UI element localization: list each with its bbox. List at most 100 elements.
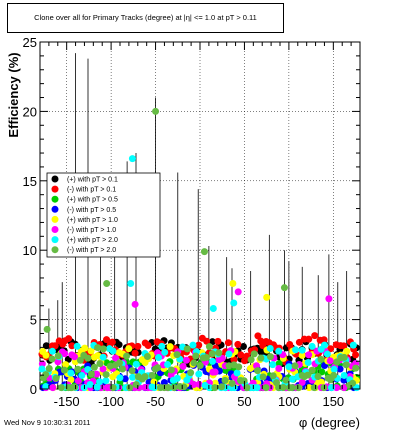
data-point bbox=[38, 360, 46, 368]
data-point bbox=[161, 348, 169, 356]
data-point bbox=[166, 343, 174, 351]
data-point bbox=[259, 373, 267, 381]
y-tick-label: 10 bbox=[23, 243, 37, 258]
data-point bbox=[288, 384, 296, 392]
data-point bbox=[343, 347, 351, 355]
data-point bbox=[99, 345, 107, 353]
data-point bbox=[328, 384, 336, 392]
legend-label: (-) with pT > 0.1 bbox=[67, 187, 116, 194]
data-point bbox=[195, 341, 203, 349]
data-point bbox=[285, 363, 293, 371]
data-point bbox=[67, 369, 75, 377]
data-point bbox=[235, 363, 243, 371]
data-point bbox=[132, 381, 140, 389]
timestamp-footer: Wed Nov 9 10:30:31 2011 bbox=[4, 418, 91, 427]
data-point bbox=[239, 343, 247, 351]
data-point bbox=[42, 383, 50, 391]
data-point bbox=[275, 364, 283, 372]
chart-title: Clone over all for Primary Tracks (degre… bbox=[7, 3, 284, 33]
data-point bbox=[93, 383, 101, 391]
data-point bbox=[96, 378, 104, 386]
data-point bbox=[209, 357, 217, 365]
legend: (+) with pT > 0.1 (-) with pT > 0.1 (+) wi… bbox=[46, 172, 161, 258]
x-tick-label: -100 bbox=[98, 394, 124, 409]
data-points bbox=[38, 107, 361, 392]
data-point bbox=[340, 353, 348, 361]
data-point bbox=[228, 379, 236, 387]
data-point bbox=[164, 384, 172, 392]
data-point bbox=[298, 351, 306, 359]
data-point bbox=[266, 353, 274, 361]
data-point bbox=[330, 371, 338, 379]
data-point bbox=[73, 342, 81, 350]
data-point bbox=[127, 280, 135, 288]
data-point bbox=[78, 371, 86, 379]
data-point bbox=[233, 369, 241, 377]
legend-label: (+) with pT > 1.0 bbox=[67, 217, 118, 224]
data-point bbox=[87, 370, 95, 378]
data-point bbox=[269, 372, 277, 380]
data-point bbox=[154, 364, 162, 372]
data-point bbox=[42, 342, 50, 350]
y-axis-label: Efficiency (%) bbox=[6, 52, 21, 137]
legend-label: (-) with pT > 1.0 bbox=[67, 227, 116, 234]
data-point bbox=[179, 362, 187, 370]
data-point bbox=[93, 370, 101, 378]
legend-label: (+) with pT > 0.1 bbox=[67, 177, 118, 184]
data-point bbox=[48, 347, 56, 355]
data-point bbox=[109, 347, 117, 355]
data-point bbox=[115, 341, 123, 349]
data-point bbox=[190, 359, 198, 367]
data-point bbox=[48, 355, 56, 363]
axes: -150 -100 -50 0 50 100 150 0 5 10 15 20 25 bbox=[23, 35, 361, 409]
data-point bbox=[74, 377, 82, 385]
data-point bbox=[121, 375, 129, 383]
data-point bbox=[195, 370, 203, 378]
data-point bbox=[314, 372, 322, 380]
data-point bbox=[132, 360, 140, 368]
data-point bbox=[60, 366, 68, 374]
data-point bbox=[84, 354, 92, 362]
data-point bbox=[42, 371, 50, 379]
data-point bbox=[45, 364, 53, 372]
data-point bbox=[192, 352, 200, 360]
legend-marker bbox=[51, 226, 59, 233]
x-tick-label: 100 bbox=[278, 394, 300, 409]
data-point bbox=[317, 378, 325, 386]
legend-marker bbox=[51, 215, 59, 223]
data-point bbox=[340, 342, 348, 350]
data-point bbox=[310, 384, 318, 392]
data-point bbox=[144, 342, 152, 350]
data-point bbox=[230, 356, 238, 364]
legend-label: (-) with pT > 0.5 bbox=[67, 207, 116, 214]
y-tick-label: 25 bbox=[23, 35, 37, 50]
data-point bbox=[125, 345, 133, 353]
data-point bbox=[150, 384, 158, 392]
y-tick-label: 5 bbox=[30, 313, 37, 328]
data-point bbox=[118, 365, 126, 373]
data-point bbox=[61, 350, 69, 358]
y-tick-label: 20 bbox=[23, 104, 37, 119]
data-point bbox=[106, 362, 114, 370]
data-point bbox=[305, 335, 313, 343]
data-point bbox=[214, 337, 222, 345]
data-point bbox=[180, 383, 188, 391]
data-point bbox=[269, 361, 277, 369]
data-point bbox=[129, 373, 137, 381]
data-point bbox=[205, 343, 213, 351]
data-point bbox=[134, 342, 142, 350]
data-point bbox=[112, 354, 120, 362]
data-point bbox=[218, 383, 226, 391]
data-point bbox=[211, 384, 219, 392]
legend-marker bbox=[51, 195, 59, 203]
legend-label: (+) with pT > 0.5 bbox=[67, 197, 118, 204]
data-point bbox=[196, 362, 204, 370]
data-point bbox=[155, 354, 163, 362]
data-point bbox=[257, 348, 265, 356]
data-point bbox=[182, 356, 190, 364]
data-point bbox=[305, 384, 313, 392]
data-point bbox=[76, 356, 84, 364]
data-point bbox=[262, 384, 270, 392]
data-point bbox=[279, 384, 287, 392]
data-point bbox=[298, 378, 306, 386]
